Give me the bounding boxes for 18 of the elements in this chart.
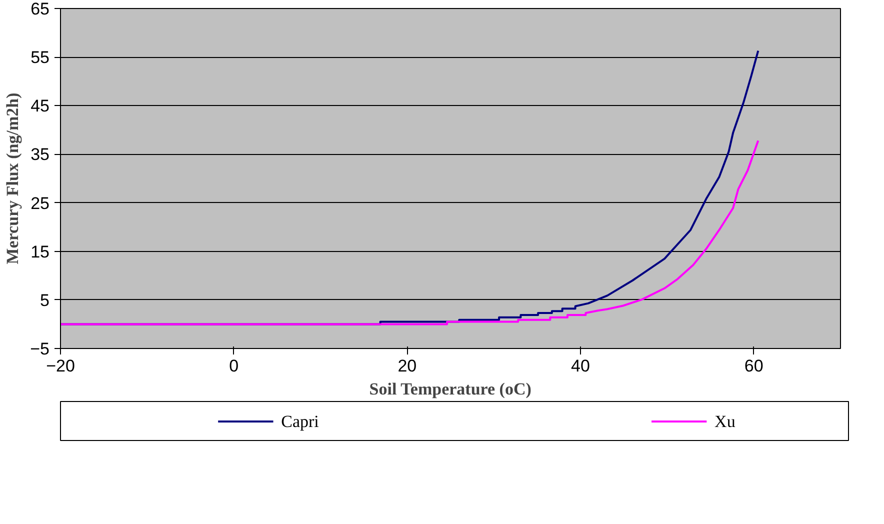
x-tick-label: 40 bbox=[571, 356, 590, 376]
line-series bbox=[60, 140, 760, 326]
y-tick-label: 45 bbox=[30, 96, 50, 116]
y-tick-label: 25 bbox=[30, 194, 50, 213]
legend-label: Xu bbox=[714, 412, 736, 431]
y-tick-label: 15 bbox=[30, 242, 50, 262]
x-tick-label: −20 bbox=[46, 356, 75, 376]
y-tick-label: 5 bbox=[40, 290, 50, 310]
legend-label: Capri bbox=[281, 412, 320, 431]
y-tick-label: 35 bbox=[30, 145, 50, 164]
x-axis-title: Soil Temperature (oC) bbox=[369, 380, 532, 398]
x-tick-label: 60 bbox=[744, 356, 764, 376]
y-axis-title: Mercury Flux (ng/m2h) bbox=[3, 92, 22, 264]
y-tick-label: 65 bbox=[30, 0, 50, 18]
x-tick-label: 20 bbox=[398, 356, 417, 376]
y-tick-label: 55 bbox=[30, 48, 50, 68]
x-tick-label: 0 bbox=[229, 356, 239, 376]
y-tick-label: −5 bbox=[30, 340, 50, 358]
